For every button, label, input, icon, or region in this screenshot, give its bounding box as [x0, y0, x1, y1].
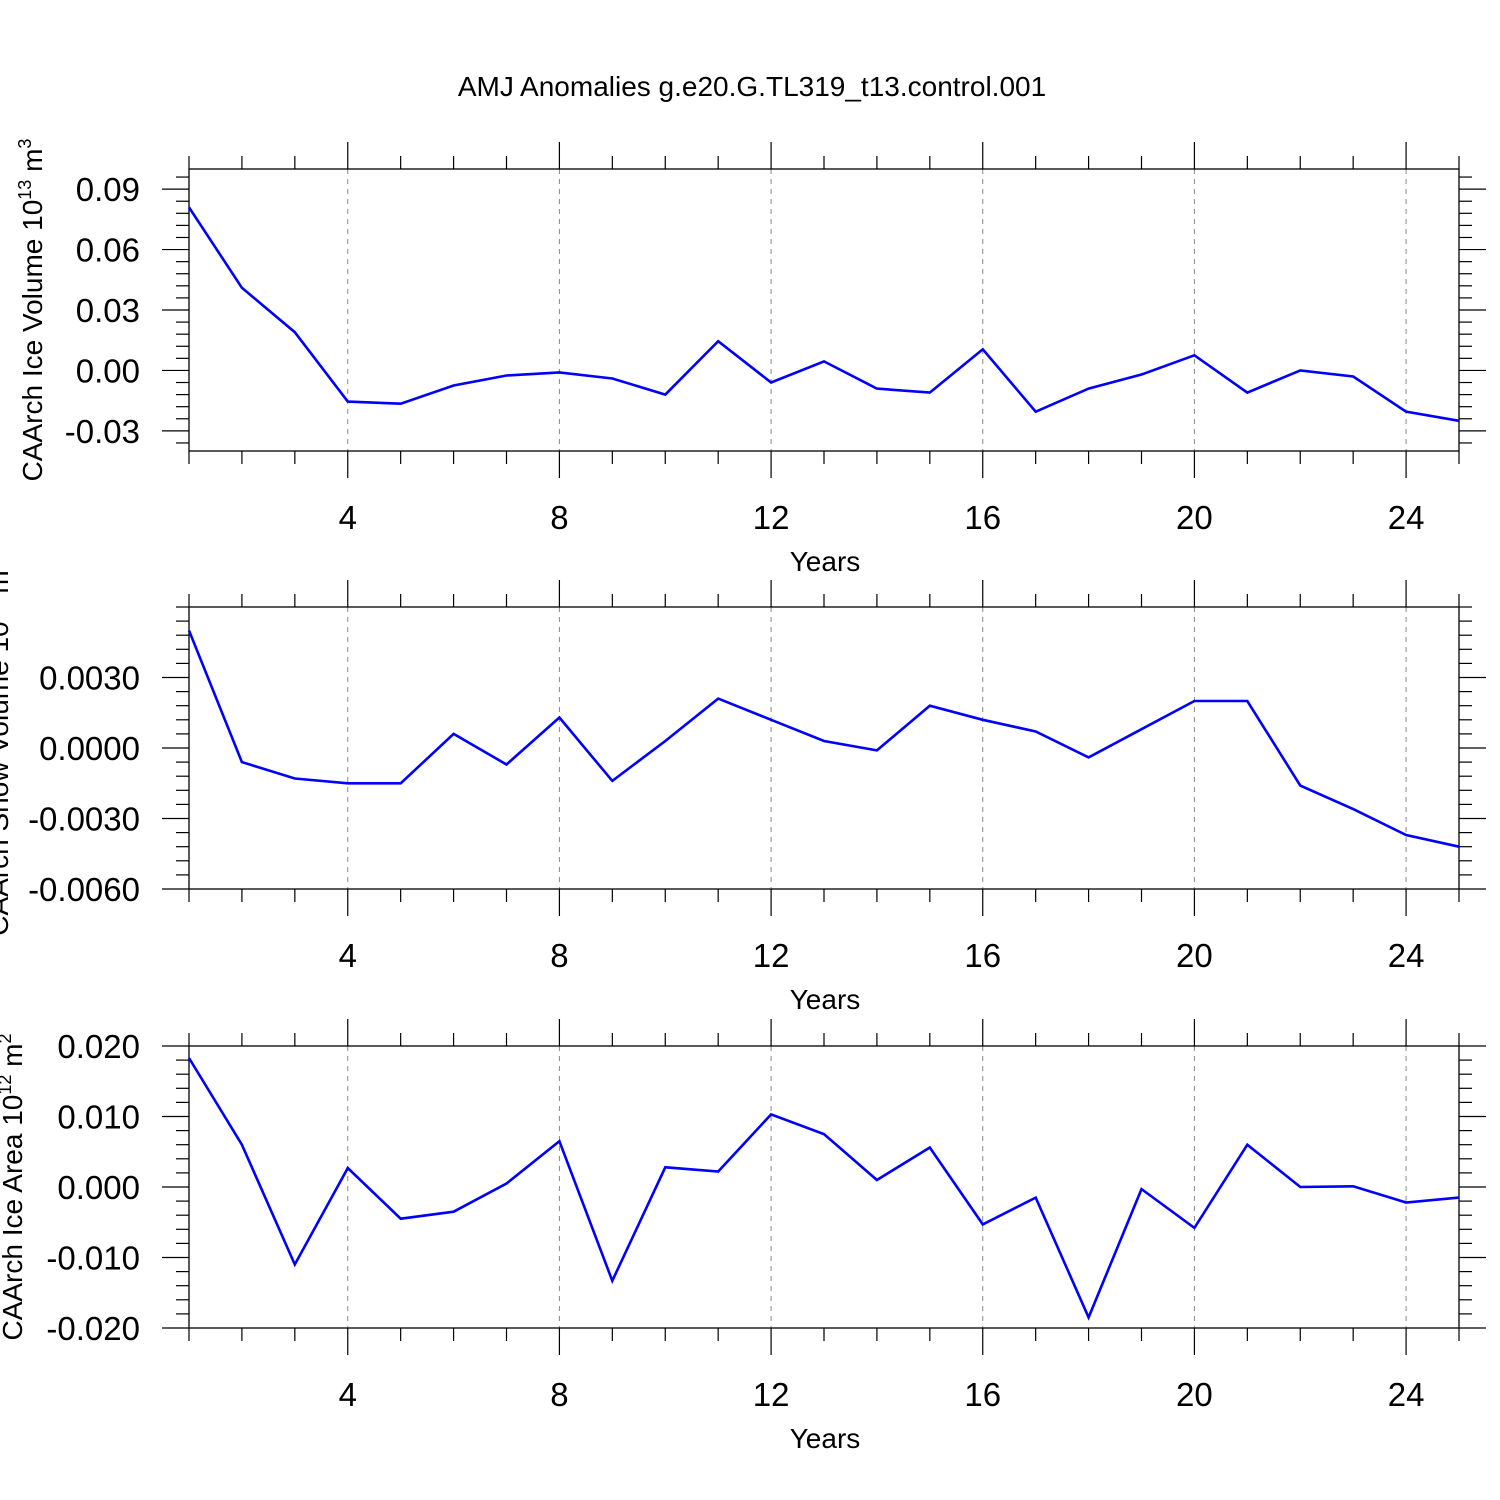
x-tick-label: 16 [964, 937, 1001, 974]
series-line-1 [187, 630, 1460, 848]
x-tick-label: 8 [550, 937, 568, 974]
x-tick-label: 24 [1388, 937, 1425, 974]
y-tick-label: 0.010 [57, 1099, 140, 1136]
y-tick-label: 0.020 [57, 1028, 140, 1065]
y-tick-label: 0.000 [57, 1169, 140, 1206]
x-tick-label: 20 [1176, 499, 1213, 536]
x-tick-label: 4 [339, 937, 357, 974]
panel-1: 0.09 0.06 0.03 0.00 -0.03 4 8 12 16 20 24 Years CAAr… [15, 139, 1486, 577]
x-axis-label: Years [790, 546, 861, 577]
y-axis-label: CAArch Ice Area 1012 m2 [0, 1033, 28, 1340]
plot-frame [188, 606, 1460, 890]
x-tick-label: 12 [753, 1376, 790, 1413]
plot-frame [188, 168, 1460, 452]
x-tick-label: 24 [1388, 1376, 1425, 1413]
y-tick-label: -0.020 [46, 1310, 140, 1347]
y-tick-label: 0.06 [76, 232, 140, 269]
x-tick-label: 8 [550, 499, 568, 536]
y-tick-label: -0.010 [46, 1240, 140, 1277]
y-tick-label: -0.0060 [28, 871, 140, 908]
x-tick-label: 4 [339, 499, 357, 536]
y-axis-label: CAArch Snow Volume 1013 m3 [0, 560, 14, 936]
x-tick-label: 4 [339, 1376, 357, 1413]
y-tick-label: -0.0030 [28, 801, 140, 838]
panel-3: 0.020 0.010 0.000 -0.010 -0.020 4 8 12 16 20 24 Yea… [0, 1019, 1486, 1454]
y-tick-label: 0.00 [76, 352, 140, 389]
x-tick-label: 20 [1176, 937, 1213, 974]
y-tick-label: -0.03 [65, 413, 140, 450]
y-tick-label: 0.0030 [39, 660, 140, 697]
x-axis-label: Years [790, 1423, 861, 1454]
y-tick-label: 0.0000 [39, 730, 140, 767]
series-line-1 [187, 206, 1460, 423]
x-tick-label: 12 [753, 499, 790, 536]
x-axis-label: Years [790, 984, 861, 1015]
chart-title: AMJ Anomalies g.e20.G.TL319_t13.control.… [458, 71, 1046, 102]
x-tick-label: 8 [550, 1376, 568, 1413]
plot-frame [188, 1045, 1460, 1329]
x-tick-label: 16 [964, 499, 1001, 536]
x-tick-label: 20 [1176, 1376, 1213, 1413]
y-axis-label: CAArch Ice Volume 1013 m3 [15, 139, 48, 482]
x-tick-label: 16 [964, 1376, 1001, 1413]
series-line-1 [187, 1057, 1460, 1321]
y-tick-label: 0.09 [76, 171, 140, 208]
x-tick-label: 24 [1388, 499, 1425, 536]
y-tick-label: 0.03 [76, 292, 140, 329]
x-tick-label: 12 [753, 937, 790, 974]
panel-2: 0.0030 0.0000 -0.0030 -0.0060 4 8 12 16 20 24 Year… [0, 560, 1486, 1015]
